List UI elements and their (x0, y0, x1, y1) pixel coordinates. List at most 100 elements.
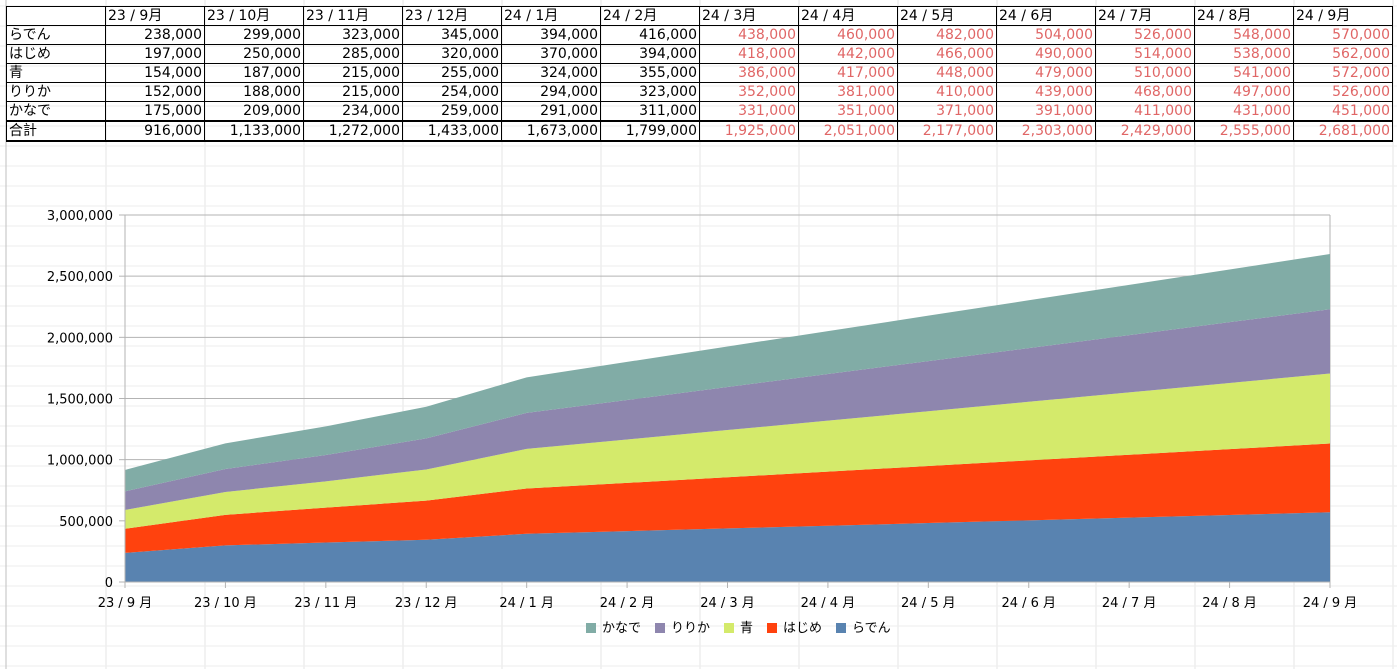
row-label-cell[interactable]: かなで (6, 101, 106, 122)
projected-value-cell[interactable]: 538,000 (1194, 44, 1294, 64)
projected-value-cell[interactable]: 371,000 (897, 101, 997, 122)
area-series-1[interactable] (125, 443, 1330, 553)
projected-value-cell[interactable]: 541,000 (1194, 63, 1294, 83)
projected-value-cell[interactable]: 351,000 (798, 101, 898, 122)
projected-value-cell[interactable]: 2,429,000 (1095, 120, 1195, 142)
value-cell[interactable]: 1,433,000 (402, 120, 502, 142)
projected-value-cell[interactable]: 460,000 (798, 25, 898, 45)
projected-value-cell[interactable]: 442,000 (798, 44, 898, 64)
value-cell[interactable]: 188,000 (204, 82, 304, 102)
projected-value-cell[interactable]: 490,000 (996, 44, 1096, 64)
projected-value-cell[interactable]: 2,177,000 (897, 120, 997, 142)
value-cell[interactable]: 323,000 (303, 25, 403, 45)
projected-value-cell[interactable]: 1,925,000 (699, 120, 799, 142)
projected-value-cell[interactable]: 562,000 (1293, 44, 1393, 64)
value-cell[interactable]: 215,000 (303, 82, 403, 102)
value-cell[interactable]: 234,000 (303, 101, 403, 122)
value-cell[interactable]: 345,000 (402, 25, 502, 45)
projected-value-cell[interactable]: 514,000 (1095, 44, 1195, 64)
value-cell[interactable]: 250,000 (204, 44, 304, 64)
value-cell[interactable]: 209,000 (204, 101, 304, 122)
row-label-cell[interactable]: りりか (6, 82, 106, 102)
month-header-cell[interactable]: 24 / 5月 (897, 6, 997, 26)
area-series-0[interactable] (125, 512, 1330, 582)
projected-value-cell[interactable]: 410,000 (897, 82, 997, 102)
projected-value-cell[interactable]: 468,000 (1095, 82, 1195, 102)
legend-label[interactable]: 青 (740, 621, 753, 636)
projected-value-cell[interactable]: 352,000 (699, 82, 799, 102)
row-label-cell[interactable]: 合計 (6, 120, 106, 142)
projected-value-cell[interactable]: 572,000 (1293, 63, 1393, 83)
value-cell[interactable]: 299,000 (204, 25, 304, 45)
month-header-cell[interactable]: 24 / 7月 (1095, 6, 1195, 26)
projected-value-cell[interactable]: 510,000 (1095, 63, 1195, 83)
month-header-cell[interactable]: 24 / 4月 (798, 6, 898, 26)
projected-value-cell[interactable]: 381,000 (798, 82, 898, 102)
projected-value-cell[interactable]: 548,000 (1194, 25, 1294, 45)
value-cell[interactable]: 152,000 (105, 82, 205, 102)
row-label-cell[interactable]: はじめ (6, 44, 106, 64)
month-header-cell[interactable]: 24 / 6月 (996, 6, 1096, 26)
area-series-3[interactable] (125, 309, 1330, 510)
legend-swatch[interactable] (724, 623, 734, 633)
row-label-cell[interactable]: らでん (6, 25, 106, 45)
projected-value-cell[interactable]: 438,000 (699, 25, 799, 45)
area-series-4[interactable] (125, 254, 1330, 492)
projected-value-cell[interactable]: 504,000 (996, 25, 1096, 45)
month-header-cell[interactable]: 24 / 1月 (501, 6, 601, 26)
month-header-cell[interactable]: 23 / 9月 (105, 6, 205, 26)
value-cell[interactable]: 916,000 (105, 120, 205, 142)
value-cell[interactable]: 291,000 (501, 101, 601, 122)
projected-value-cell[interactable]: 482,000 (897, 25, 997, 45)
projected-value-cell[interactable]: 2,555,000 (1194, 120, 1294, 142)
legend-swatch[interactable] (767, 623, 777, 633)
projected-value-cell[interactable]: 2,051,000 (798, 120, 898, 142)
stacked-area-chart[interactable]: 0 500,000 1,000,000 1,500,000 2,000,000 2,500… (0, 160, 1397, 660)
projected-value-cell[interactable]: 526,000 (1293, 82, 1393, 102)
value-cell[interactable]: 1,799,000 (600, 120, 700, 142)
value-cell[interactable]: 416,000 (600, 25, 700, 45)
projected-value-cell[interactable]: 526,000 (1095, 25, 1195, 45)
month-header-cell[interactable]: 24 / 9月 (1293, 6, 1393, 26)
header-corner-cell[interactable] (6, 6, 106, 26)
value-cell[interactable]: 1,673,000 (501, 120, 601, 142)
projected-value-cell[interactable]: 417,000 (798, 63, 898, 83)
projected-value-cell[interactable]: 391,000 (996, 101, 1096, 122)
legend-label[interactable]: かなで (602, 621, 641, 636)
month-header-cell[interactable]: 24 / 2月 (600, 6, 700, 26)
projected-value-cell[interactable]: 439,000 (996, 82, 1096, 102)
value-cell[interactable]: 394,000 (501, 25, 601, 45)
projected-value-cell[interactable]: 570,000 (1293, 25, 1393, 45)
projected-value-cell[interactable]: 2,681,000 (1293, 120, 1393, 142)
value-cell[interactable]: 323,000 (600, 82, 700, 102)
projected-value-cell[interactable]: 331,000 (699, 101, 799, 122)
value-cell[interactable]: 154,000 (105, 63, 205, 83)
legend-swatch[interactable] (586, 623, 596, 633)
value-cell[interactable]: 255,000 (402, 63, 502, 83)
legend-swatch[interactable] (655, 623, 665, 633)
projected-value-cell[interactable]: 451,000 (1293, 101, 1393, 122)
value-cell[interactable]: 1,272,000 (303, 120, 403, 142)
value-cell[interactable]: 254,000 (402, 82, 502, 102)
value-cell[interactable]: 285,000 (303, 44, 403, 64)
value-cell[interactable]: 175,000 (105, 101, 205, 122)
value-cell[interactable]: 355,000 (600, 63, 700, 83)
value-cell[interactable]: 294,000 (501, 82, 601, 102)
value-cell[interactable]: 215,000 (303, 63, 403, 83)
projected-value-cell[interactable]: 431,000 (1194, 101, 1294, 122)
month-header-cell[interactable]: 23 / 11月 (303, 6, 403, 26)
projected-value-cell[interactable]: 466,000 (897, 44, 997, 64)
legend-label[interactable]: はじめ (783, 621, 822, 636)
projected-value-cell[interactable]: 448,000 (897, 63, 997, 83)
value-cell[interactable]: 370,000 (501, 44, 601, 64)
value-cell[interactable]: 187,000 (204, 63, 304, 83)
value-cell[interactable]: 320,000 (402, 44, 502, 64)
projected-value-cell[interactable]: 418,000 (699, 44, 799, 64)
value-cell[interactable]: 394,000 (600, 44, 700, 64)
legend-swatch[interactable] (836, 623, 846, 633)
area-series-2[interactable] (125, 373, 1330, 529)
value-cell[interactable]: 259,000 (402, 101, 502, 122)
row-label-cell[interactable]: 青 (6, 63, 106, 83)
value-cell[interactable]: 1,133,000 (204, 120, 304, 142)
month-header-cell[interactable]: 24 / 8月 (1194, 6, 1294, 26)
